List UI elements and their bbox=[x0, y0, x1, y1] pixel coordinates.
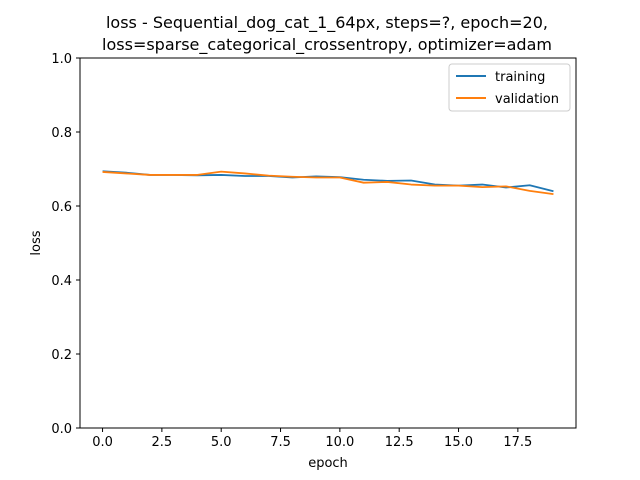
y-tick-label: 0.0 bbox=[51, 422, 72, 437]
y-axis-ticks: 0.0 0.2 0.4 0.6 0.8 1.0 bbox=[51, 52, 80, 437]
x-axis-label: epoch bbox=[308, 456, 348, 471]
x-axis-ticks: 0.0 2.5 5.0 7.5 10.0 12.5 15.0 17.5 bbox=[92, 428, 532, 450]
legend-label-validation: validation bbox=[495, 92, 559, 107]
series-layer bbox=[102, 170, 554, 196]
x-tick-label: 17.5 bbox=[503, 435, 532, 450]
x-tick-label: 2.5 bbox=[152, 435, 173, 450]
y-tick-label: 0.6 bbox=[51, 200, 72, 215]
x-tick-label: 5.0 bbox=[211, 435, 232, 450]
x-tick-label: 12.5 bbox=[385, 435, 414, 450]
legend: training validation bbox=[448, 63, 571, 112]
y-tick-label: 1.0 bbox=[51, 52, 72, 67]
plot-frame bbox=[79, 57, 577, 429]
x-tick-label: 10.0 bbox=[325, 435, 354, 450]
x-tick-label: 0.0 bbox=[92, 435, 113, 450]
y-tick-label: 0.2 bbox=[51, 348, 72, 363]
y-tick-label: 0.8 bbox=[51, 126, 72, 141]
legend-label-training: training bbox=[495, 70, 545, 85]
y-axis-label: loss bbox=[29, 230, 44, 255]
series-line-validation bbox=[102, 170, 554, 196]
x-tick-label: 7.5 bbox=[270, 435, 291, 450]
chart-title-line-2: loss=sparse_categorical_crossentropy, op… bbox=[102, 35, 552, 55]
chart-title-line-1: loss - Sequential_dog_cat_1_64px, steps=… bbox=[106, 13, 548, 33]
x-tick-label: 15.0 bbox=[444, 435, 473, 450]
y-tick-label: 0.4 bbox=[51, 274, 72, 289]
